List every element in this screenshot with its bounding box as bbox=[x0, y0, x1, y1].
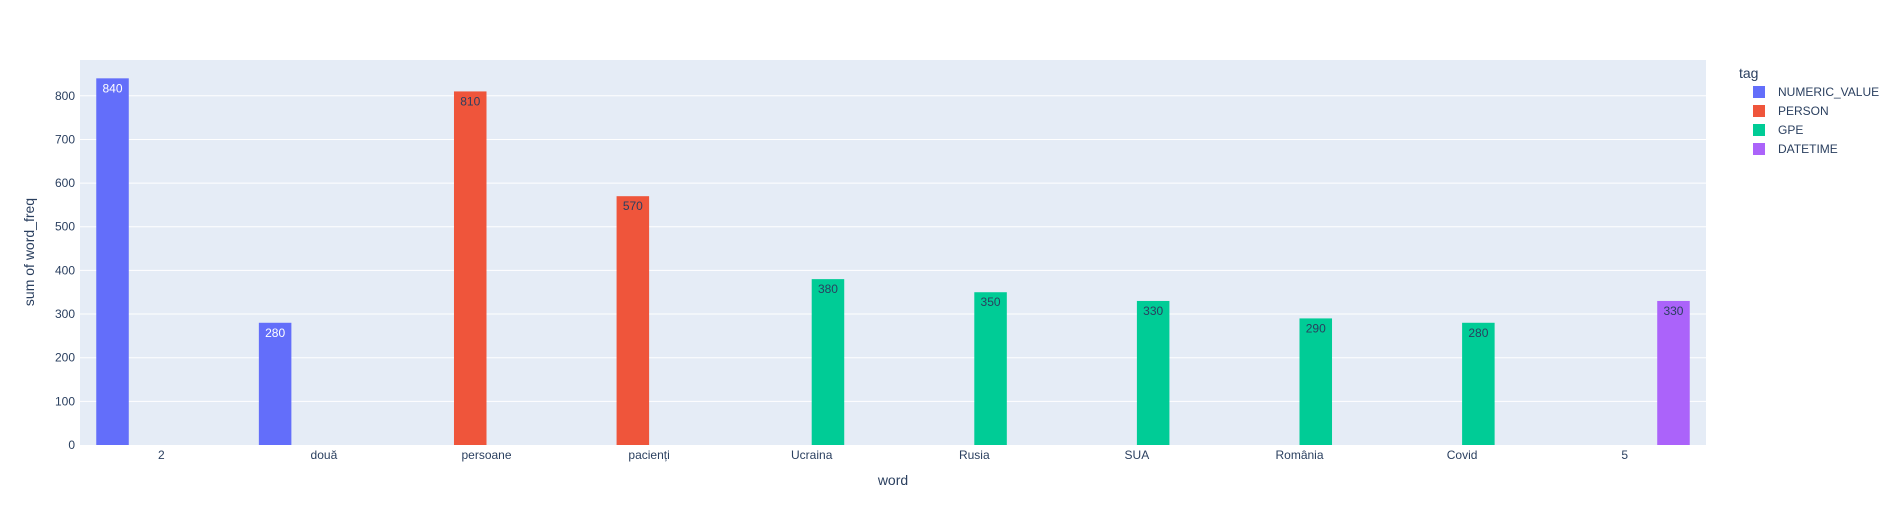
bar-value-label: 380 bbox=[818, 282, 838, 296]
bar bbox=[258, 322, 292, 445]
legend-entry-label[interactable]: PERSON bbox=[1778, 104, 1829, 118]
bar-value-label: 280 bbox=[1468, 326, 1488, 340]
y-tick-label: 700 bbox=[55, 132, 75, 146]
bar bbox=[811, 279, 845, 445]
legend-swatch[interactable] bbox=[1753, 86, 1765, 98]
x-tick-label: persoane bbox=[461, 448, 511, 462]
legend-swatch[interactable] bbox=[1753, 124, 1765, 136]
legend-swatch[interactable] bbox=[1753, 143, 1765, 155]
y-axis-ticks: 0 100 200 300 400 500 600 700 800 bbox=[55, 89, 75, 452]
legend-entry-label[interactable]: GPE bbox=[1778, 123, 1803, 137]
x-tick-label: pacienți bbox=[628, 448, 669, 462]
bar-value-label: 280 bbox=[265, 326, 285, 340]
bar bbox=[96, 78, 129, 445]
gridlines bbox=[80, 95, 1706, 402]
bar-value-label: 840 bbox=[103, 81, 123, 95]
x-tick-label: Covid bbox=[1447, 448, 1478, 462]
y-tick-label: 600 bbox=[55, 176, 75, 190]
bar bbox=[453, 91, 487, 445]
x-axis-title: word bbox=[877, 472, 908, 488]
x-tick-label: două bbox=[311, 448, 338, 462]
bar bbox=[1462, 322, 1495, 445]
bar-value-label: 570 bbox=[623, 199, 643, 213]
bar bbox=[1136, 300, 1170, 445]
y-tick-label: 0 bbox=[68, 438, 75, 452]
y-axis-title: sum of word_freq bbox=[21, 198, 37, 306]
y-tick-label: 800 bbox=[55, 89, 75, 103]
legend-entry-label[interactable]: DATETIME bbox=[1778, 142, 1838, 156]
y-tick-label: 400 bbox=[55, 263, 75, 277]
legend-swatch[interactable] bbox=[1753, 105, 1765, 117]
legend-entry-label[interactable]: NUMERIC_VALUE bbox=[1778, 85, 1879, 99]
x-axis-ticks: 2 două persoane pacienți Ucraina Rusia SUA Româ… bbox=[158, 448, 1628, 462]
x-tick-label: SUA bbox=[1125, 448, 1150, 462]
bar-value-label: 290 bbox=[1306, 321, 1326, 335]
legend-title: tag bbox=[1739, 65, 1758, 81]
x-tick-label: România bbox=[1275, 448, 1323, 462]
bars bbox=[96, 78, 1690, 445]
bar bbox=[1299, 318, 1333, 445]
bar-value-label: 810 bbox=[460, 94, 480, 108]
plot-area bbox=[80, 60, 1706, 445]
y-tick-label: 300 bbox=[55, 307, 75, 321]
x-tick-label: 2 bbox=[158, 448, 165, 462]
y-tick-label: 200 bbox=[55, 351, 75, 365]
bar-value-label: 330 bbox=[1663, 304, 1683, 318]
bar-value-label: 350 bbox=[981, 295, 1001, 309]
x-tick-label: Ucraina bbox=[791, 448, 833, 462]
bar-labels: 840 280 810 570 380 350 330 290 280 330 bbox=[103, 81, 1684, 339]
x-tick-label: Rusia bbox=[959, 448, 990, 462]
bar bbox=[616, 196, 650, 445]
x-tick-label: 5 bbox=[1621, 448, 1628, 462]
y-tick-label: 100 bbox=[55, 394, 75, 408]
bar bbox=[974, 292, 1007, 445]
bar bbox=[1657, 300, 1690, 445]
y-tick-label: 500 bbox=[55, 220, 75, 234]
legend: tag NUMERIC_VALUE PERSON GPE DATETIME bbox=[1739, 65, 1879, 156]
bar-value-label: 330 bbox=[1143, 304, 1163, 318]
